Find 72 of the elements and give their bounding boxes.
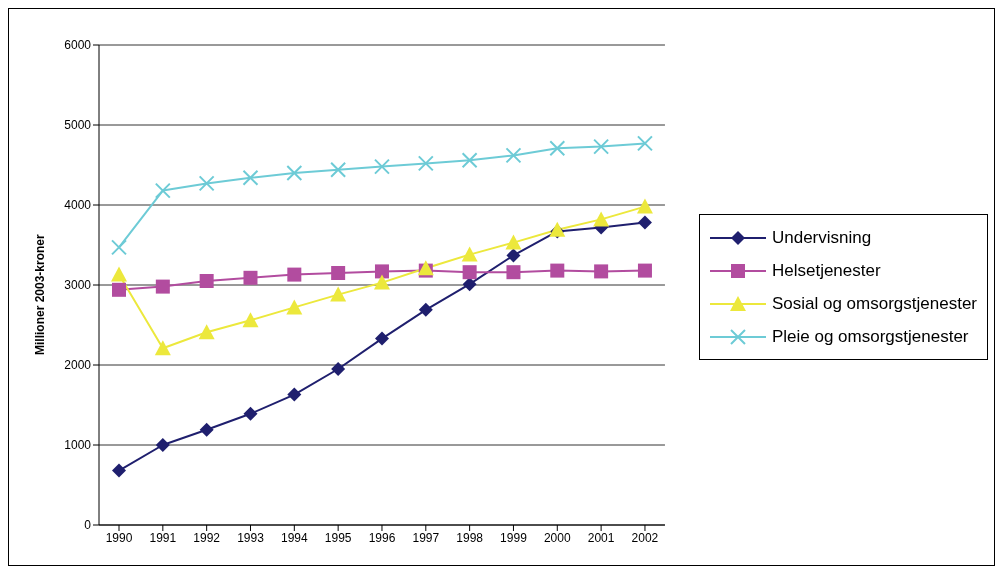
point [330,286,347,302]
point [286,165,303,181]
point [550,263,565,278]
point [373,274,390,290]
legend-label: Helsetjenester [771,260,881,281]
point [373,158,390,175]
x-tick-label: 1997 [412,530,440,545]
point [462,265,477,280]
point [505,234,522,250]
point [287,387,302,402]
x-tick-label: 2002 [631,530,659,545]
point [112,463,126,478]
x-tick-label: 1993 [237,530,265,545]
y-tick-label: 3000 [64,278,92,293]
point [593,138,610,155]
x-tick-label: 1998 [456,530,484,545]
x-tick-label: 2001 [587,530,615,545]
point [549,140,566,157]
point [331,362,346,376]
x-tick-label: 1999 [500,530,528,545]
point [506,248,521,263]
point [111,239,127,256]
point [154,182,171,199]
point [112,282,126,297]
point [637,263,652,278]
point [111,266,127,282]
point [243,406,258,421]
point [154,340,171,356]
point [286,299,303,315]
legend-label: Pleie og omsorgstjenester [771,326,969,347]
y-tick-label: 6000 [64,38,92,53]
point [331,266,346,280]
point [242,312,259,328]
point [155,438,170,452]
x-tick-label: 1994 [280,530,308,545]
y-tick-label: 4000 [64,198,92,213]
point [418,302,433,317]
point [594,264,609,279]
point [505,147,522,164]
y-tick-label: 2000 [64,358,92,373]
point [330,161,347,178]
point [374,264,389,279]
x-tick-label: 1990 [105,530,133,545]
legend-label: Undervisning [771,227,872,248]
point [287,267,302,282]
point [242,169,259,186]
point [243,270,258,285]
x-tick-label: 1992 [193,530,221,545]
legend-label: Sosial og omsorgstjenester [771,293,977,314]
point [636,198,653,214]
point [461,152,478,169]
point [506,265,521,280]
y-tick-label: 5000 [64,118,92,133]
point [199,274,214,288]
x-tick-label: 1996 [368,530,396,545]
point [593,211,610,227]
point [461,246,478,262]
point [155,279,170,294]
x-tick-label: 2000 [543,530,571,545]
point [462,277,477,292]
point [636,135,653,152]
point [198,175,215,192]
point [637,215,652,230]
y-tick-label: 1000 [64,438,92,453]
x-tick-label: 1995 [324,530,352,545]
y-tick-label: 0 [84,518,92,533]
point [198,324,215,340]
y-axis-title: Millioner 2003-kroner [33,233,48,355]
point [199,422,214,437]
point [417,155,434,172]
x-tick-label: 1991 [149,530,177,545]
point [374,331,389,346]
